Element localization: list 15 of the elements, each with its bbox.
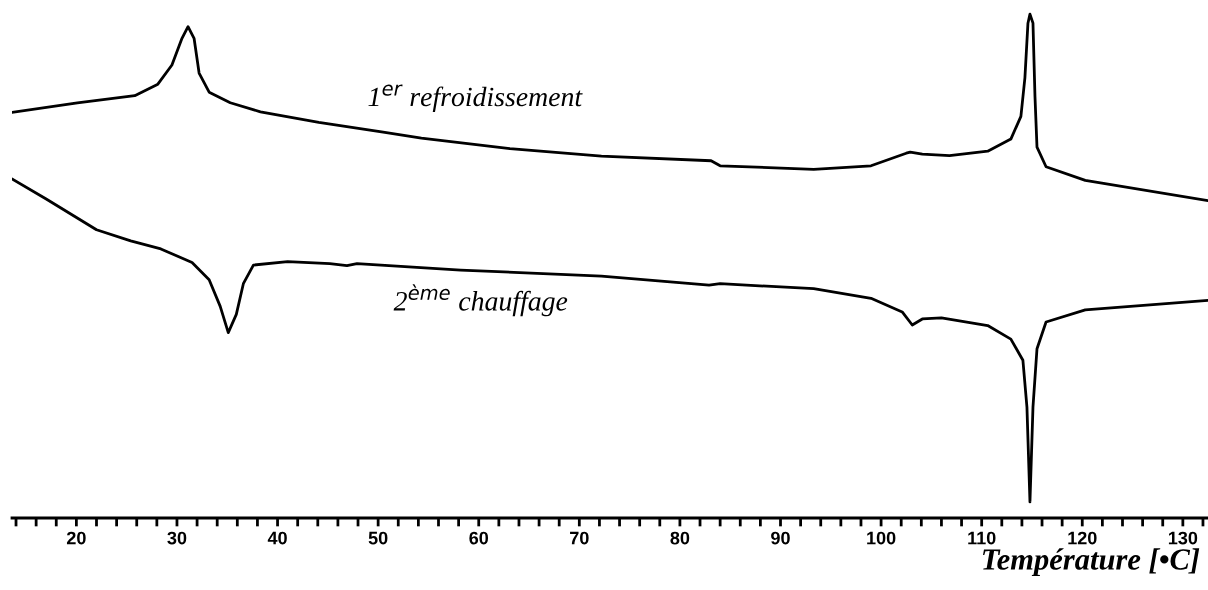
x-tick-label: 80 xyxy=(670,531,690,545)
series-label: 2$^{ème}$ chauffage xyxy=(393,284,568,317)
x-tick-label: 50 xyxy=(368,531,388,545)
x-tick-label: 100 xyxy=(867,531,896,545)
x-tick-label: 60 xyxy=(469,531,489,545)
x-tick-label: 70 xyxy=(570,531,589,545)
x-tick-label: 130 xyxy=(1168,531,1198,545)
x-tick-label: 40 xyxy=(267,531,287,545)
x-tick-label: 110 xyxy=(968,531,996,545)
series-label: 1$^{er}$ refroidissement xyxy=(368,84,583,112)
x-tick-label: 20 xyxy=(66,531,86,545)
x-tick-label: 120 xyxy=(1068,531,1097,545)
x-tick-label: 90 xyxy=(771,531,790,545)
x-tick-label: 30 xyxy=(167,531,187,545)
x-axis-title: Température [•C] xyxy=(983,548,1200,576)
